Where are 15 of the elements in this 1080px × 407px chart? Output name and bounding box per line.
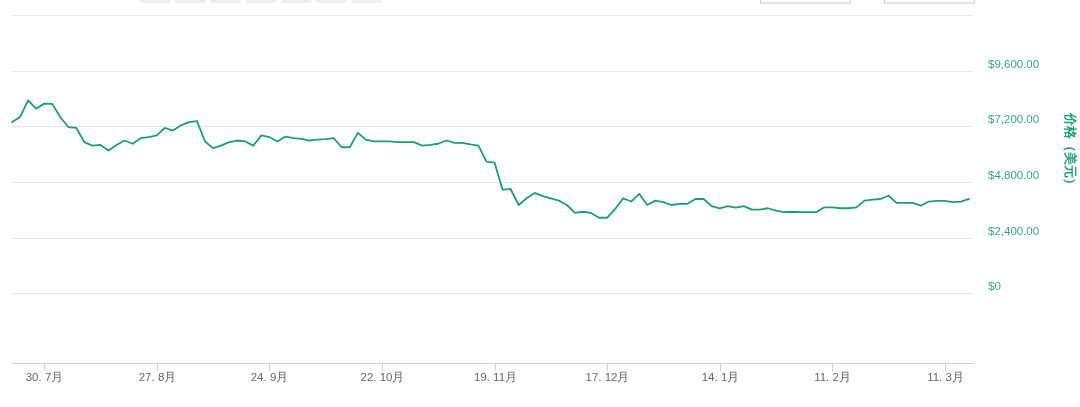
x-tick-label: 17. 12月: [585, 371, 630, 383]
y-tick-label: $4,800.00: [988, 169, 1040, 182]
y-tick-label: $2,400.00: [988, 224, 1040, 237]
x-tick-label: 27. 8月: [138, 371, 177, 383]
x-tick-label: 11. 2月: [814, 371, 851, 383]
y-tick-label: $9,600.00: [988, 57, 1040, 70]
x-tick-label: 11. 3月: [927, 371, 964, 383]
x-tick-label: 24. 9月: [250, 371, 289, 383]
y-tick-label: $0: [988, 280, 1001, 293]
x-tick-label: 30. 7月: [25, 371, 64, 383]
x-tick-label: 22. 10月: [360, 371, 405, 383]
x-tick-label: 14. 1月: [701, 371, 740, 383]
x-tick-label: 19. 11月: [473, 371, 518, 383]
y-axis-title: 价格（美元）: [1063, 113, 1077, 191]
y-tick-label: $7,200.00: [988, 113, 1040, 126]
